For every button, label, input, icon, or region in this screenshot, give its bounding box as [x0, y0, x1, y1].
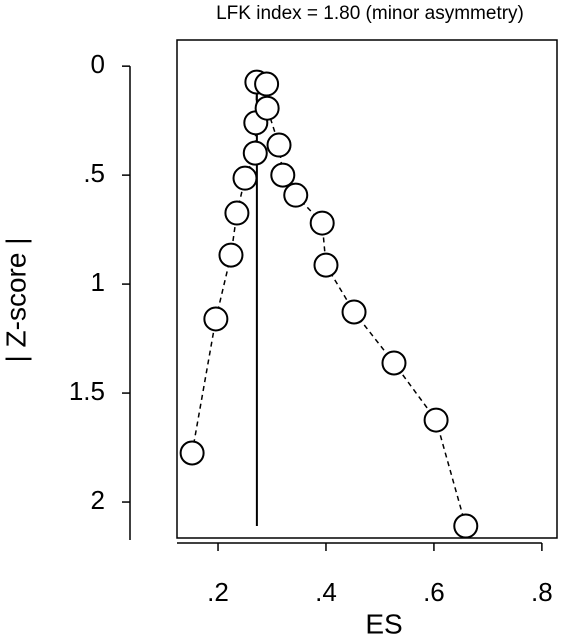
study-point	[453, 513, 479, 539]
study-point	[313, 252, 339, 278]
x-tick-label: .8	[531, 577, 553, 607]
chart-title: LFK index = 1.80 (minor asymmetry)	[216, 3, 524, 24]
y-axis-label: | Z-score |	[0, 237, 31, 362]
study-point	[270, 162, 296, 188]
x-tick-label: .2	[207, 577, 229, 607]
study-point	[224, 200, 250, 226]
study-point	[381, 350, 407, 376]
study-point	[232, 165, 258, 191]
study-point	[283, 182, 309, 208]
study-point	[254, 71, 280, 97]
y-tick-label: 0	[91, 49, 105, 79]
y-tick-label: 1.5	[69, 376, 105, 406]
x-axis-label: ES	[365, 608, 402, 639]
study-point	[242, 140, 268, 166]
y-tick-label: 2	[91, 485, 105, 515]
x-tick-label: .6	[423, 577, 445, 607]
study-point	[341, 299, 367, 325]
connector-line	[191, 81, 467, 527]
study-point	[309, 210, 335, 236]
study-point	[266, 132, 292, 158]
plot-frame	[176, 39, 558, 539]
study-point	[254, 95, 280, 121]
study-point	[203, 306, 229, 332]
y-tick-label: .5	[83, 158, 105, 188]
study-point	[423, 407, 449, 433]
y-tick-label: 1	[91, 267, 105, 297]
study-point	[179, 440, 205, 466]
x-tick-label: .4	[315, 577, 337, 607]
study-point	[218, 242, 244, 268]
